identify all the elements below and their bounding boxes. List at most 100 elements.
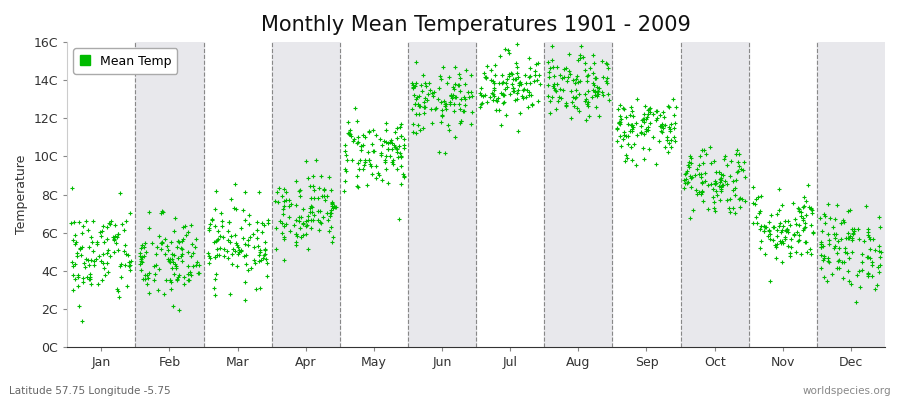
Point — [569, 94, 583, 100]
Point — [446, 108, 461, 114]
Point — [81, 256, 95, 263]
Point — [296, 220, 310, 226]
Point — [246, 231, 260, 237]
Point — [777, 240, 791, 246]
Point — [769, 244, 783, 250]
Point — [241, 236, 256, 243]
Point — [116, 248, 130, 254]
Point — [238, 279, 252, 286]
Point — [167, 261, 182, 268]
Point — [220, 248, 234, 254]
Point — [148, 262, 163, 268]
Point — [868, 246, 882, 253]
Point — [417, 99, 431, 105]
Point — [580, 103, 595, 109]
Point — [636, 131, 651, 138]
Point — [720, 162, 734, 168]
Point — [464, 89, 479, 95]
Point — [664, 121, 679, 128]
Point — [205, 217, 220, 224]
Point — [745, 200, 760, 206]
Point — [457, 94, 472, 100]
Point — [733, 195, 747, 201]
Point — [329, 204, 344, 211]
Point — [288, 239, 302, 246]
Point — [210, 246, 224, 252]
Point — [231, 246, 246, 253]
Point — [720, 196, 734, 203]
Point — [102, 220, 116, 226]
Point — [796, 217, 811, 223]
Point — [714, 184, 728, 190]
Point — [568, 80, 582, 86]
Point — [662, 128, 677, 134]
Point — [101, 269, 115, 275]
Point — [155, 208, 169, 214]
Point — [683, 215, 698, 222]
Point — [634, 130, 649, 136]
Point — [357, 157, 372, 164]
Point — [626, 122, 640, 128]
Point — [405, 80, 419, 86]
Point — [122, 263, 136, 269]
Point — [570, 73, 584, 79]
Point — [522, 55, 536, 62]
Point — [384, 137, 399, 144]
Point — [559, 103, 573, 110]
Point — [783, 244, 797, 250]
Point — [176, 224, 190, 231]
Point — [214, 223, 229, 230]
Point — [290, 232, 304, 239]
Point — [270, 189, 284, 195]
Point — [695, 147, 709, 154]
Point — [319, 197, 333, 204]
Point — [134, 244, 148, 251]
Legend: Mean Temp: Mean Temp — [74, 48, 177, 74]
Point — [169, 276, 184, 282]
Point — [554, 86, 568, 92]
Point — [177, 274, 192, 280]
Point — [720, 181, 734, 187]
Point — [182, 277, 196, 283]
Point — [379, 120, 393, 127]
Point — [229, 240, 243, 246]
Point — [556, 87, 571, 93]
Point — [588, 88, 602, 94]
Point — [207, 238, 221, 245]
Point — [211, 236, 225, 242]
Point — [802, 204, 816, 210]
Point — [170, 244, 184, 250]
Point — [494, 89, 508, 96]
Point — [253, 246, 267, 253]
Point — [373, 172, 387, 178]
Point — [509, 64, 524, 70]
Text: worldspecies.org: worldspecies.org — [803, 386, 891, 396]
Point — [475, 100, 490, 106]
Point — [775, 259, 789, 265]
Point — [612, 119, 626, 125]
Point — [315, 193, 329, 199]
Point — [175, 251, 189, 258]
Point — [873, 254, 887, 260]
Point — [519, 93, 534, 100]
Point — [523, 80, 537, 86]
Point — [572, 108, 586, 114]
Point — [305, 204, 320, 210]
Point — [836, 258, 850, 265]
Point — [586, 60, 600, 66]
Point — [789, 248, 804, 255]
Point — [596, 74, 610, 80]
Point — [440, 80, 454, 86]
Point — [630, 131, 644, 138]
Point — [151, 265, 166, 272]
Point — [715, 176, 729, 183]
Point — [240, 242, 255, 248]
Point — [412, 103, 427, 110]
Point — [338, 168, 353, 174]
Point — [839, 234, 853, 241]
Point — [86, 258, 101, 264]
Point — [546, 85, 561, 91]
Point — [484, 90, 499, 96]
Point — [208, 254, 222, 260]
Point — [258, 250, 273, 257]
